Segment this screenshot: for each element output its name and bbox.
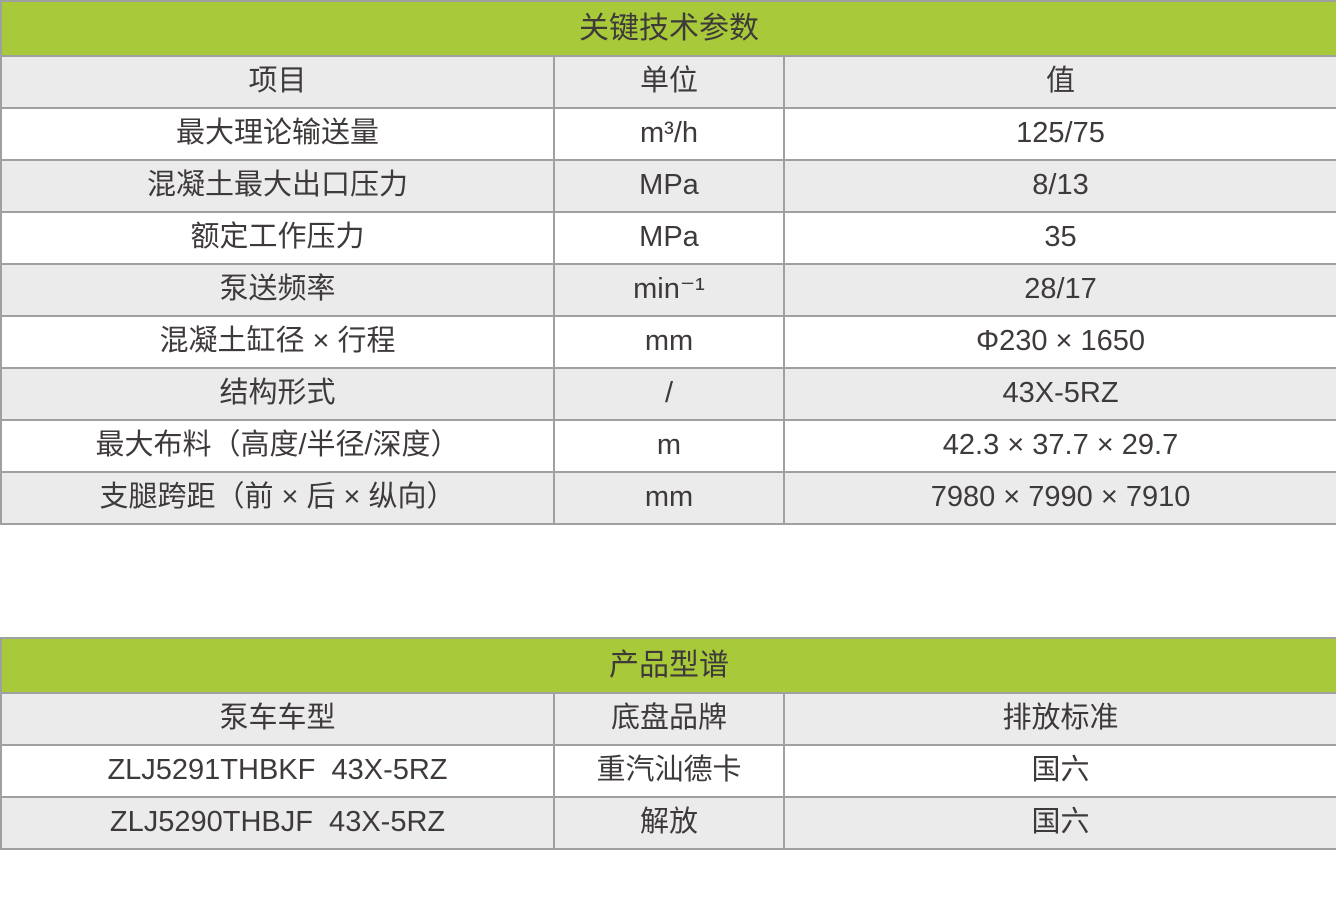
emission-standard: 国六 [782,744,1336,798]
param-value: 35 [782,211,1336,265]
product-spectrum-table: 产品型谱 泵车车型 底盘品牌 排放标准 ZLJ5291THBKF 43X-5RZ… [0,637,1336,850]
table-header-row: 泵车车型 底盘品牌 排放标准 [0,692,1336,746]
param-item: 混凝土最大出口压力 [0,159,555,213]
column-header-emission: 排放标准 [782,692,1336,746]
param-unit: / [553,367,785,421]
param-value: Φ230 × 1650 [782,315,1336,369]
column-header-chassis: 底盘品牌 [553,692,785,746]
table-row: ZLJ5291THBKF 43X-5RZ 重汽汕德卡 国六 [0,744,1336,798]
emission-standard: 国六 [782,796,1336,850]
truck-model: ZLJ5291THBKF 43X-5RZ [0,744,555,798]
param-unit: MPa [553,211,785,265]
table-row: ZLJ5290THBJF 43X-5RZ 解放 国六 [0,796,1336,850]
column-header-model: 泵车车型 [0,692,555,746]
table-row: 额定工作压力 MPa 35 [0,211,1336,265]
product-spectrum-title: 产品型谱 [0,637,1336,694]
table-row: 混凝土缸径 × 行程 mm Φ230 × 1650 [0,315,1336,369]
column-header-item: 项目 [0,55,555,109]
param-item: 结构形式 [0,367,555,421]
param-value: 43X-5RZ [782,367,1336,421]
param-item: 额定工作压力 [0,211,555,265]
table-row: 最大布料（高度/半径/深度） m 42.3 × 37.7 × 29.7 [0,419,1336,473]
truck-model: ZLJ5290THBJF 43X-5RZ [0,796,555,850]
table-row: 混凝土最大出口压力 MPa 8/13 [0,159,1336,213]
column-header-value: 值 [782,55,1336,109]
param-unit: m³/h [553,107,785,161]
tables-gap [0,525,1336,637]
param-unit: m [553,419,785,473]
param-value: 7980 × 7990 × 7910 [782,471,1336,525]
table-title-row: 关键技术参数 [0,0,1336,57]
param-unit: mm [553,315,785,369]
param-item: 最大布料（高度/半径/深度） [0,419,555,473]
table-row: 支腿跨距（前 × 后 × 纵向） mm 7980 × 7990 × 7910 [0,471,1336,525]
table-row: 结构形式 / 43X-5RZ [0,367,1336,421]
table-row: 最大理论输送量 m³/h 125/75 [0,107,1336,161]
key-parameters-title: 关键技术参数 [0,0,1336,57]
param-item: 支腿跨距（前 × 后 × 纵向） [0,471,555,525]
key-parameters-table: 关键技术参数 项目 单位 值 最大理论输送量 m³/h 125/75 混凝土最大… [0,0,1336,525]
param-item: 最大理论输送量 [0,107,555,161]
param-unit: MPa [553,159,785,213]
param-value: 8/13 [782,159,1336,213]
chassis-brand: 重汽汕德卡 [553,744,785,798]
table-row: 泵送频率 min⁻¹ 28/17 [0,263,1336,317]
param-item: 泵送频率 [0,263,555,317]
chassis-brand: 解放 [553,796,785,850]
param-unit: mm [553,471,785,525]
column-header-unit: 单位 [553,55,785,109]
param-unit: min⁻¹ [553,263,785,317]
param-value: 42.3 × 37.7 × 29.7 [782,419,1336,473]
param-item: 混凝土缸径 × 行程 [0,315,555,369]
table-title-row: 产品型谱 [0,637,1336,694]
table-header-row: 项目 单位 值 [0,55,1336,109]
param-value: 28/17 [782,263,1336,317]
param-value: 125/75 [782,107,1336,161]
